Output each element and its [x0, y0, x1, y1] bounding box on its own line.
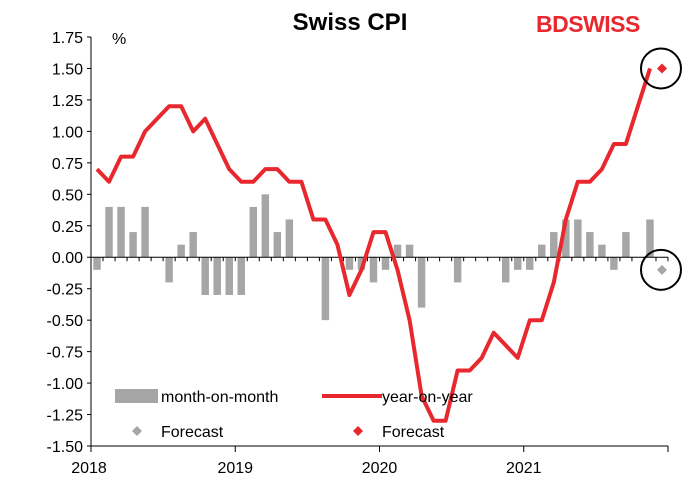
logo-text-bd: BD — [536, 10, 569, 37]
y-tick-label: -0.75 — [47, 345, 84, 362]
mom-bar — [237, 257, 245, 295]
mom-bar — [249, 206, 258, 258]
mom-bar — [117, 206, 125, 258]
logo-text-swiss: SWISS — [568, 10, 640, 37]
mom-bar — [598, 244, 606, 258]
bdswiss-logo: BD SWISS — [536, 10, 686, 38]
x-tick-label: 2019 — [217, 460, 253, 477]
mom-bar — [646, 219, 654, 258]
mom-bar — [369, 257, 378, 283]
legend-forecast-yoy-swatch — [353, 426, 363, 436]
forecast-group — [639, 47, 682, 291]
x-tick-label: 2021 — [506, 460, 542, 477]
yoy-line — [95, 67, 652, 423]
mom-bar — [225, 257, 233, 295]
y-tick-label: 0.75 — [52, 156, 83, 173]
mom-bar — [526, 257, 534, 270]
mom-bar — [165, 257, 173, 283]
mom-forecast-circle — [639, 248, 682, 291]
mom-bar — [129, 232, 137, 258]
x-tick-label: 2018 — [71, 460, 107, 477]
x-tick-label: 2020 — [362, 460, 398, 477]
yoy-line-group — [95, 67, 652, 423]
y-tick-label: 0.00 — [52, 250, 83, 267]
mom-bar — [453, 257, 462, 283]
y-tick-label: -0.25 — [47, 282, 84, 299]
legend-yoy-label: year-on-year — [382, 389, 473, 406]
legend-forecast-yoy-label: Forecast — [382, 424, 445, 441]
y-tick-label: 1.25 — [52, 93, 83, 110]
mom-bar — [285, 219, 294, 258]
legend-forecast-mom-swatch — [132, 426, 142, 436]
mom-bar — [93, 257, 101, 270]
mom-bar — [105, 206, 113, 258]
mom-bar — [610, 257, 618, 270]
mom-bar — [141, 206, 149, 258]
y-tick-label: 0.50 — [52, 187, 83, 204]
legend-mom-label: month-on-month — [161, 389, 278, 406]
mom-bar — [514, 257, 522, 270]
y-tick-label: 0.25 — [52, 219, 83, 236]
mom-bar — [550, 232, 558, 258]
axes-group: 1.75 1.50 1.25 1.00 0.75 0.50 0.25 0.00 -0.25 -0.… — [47, 30, 669, 477]
mom-bar — [574, 219, 582, 258]
mom-bar — [177, 244, 185, 258]
mom-bar — [393, 244, 402, 258]
mom-bar — [538, 244, 546, 258]
y-axis-unit-label: % — [112, 31, 126, 48]
mom-bar — [345, 257, 354, 270]
mom-bar — [622, 232, 630, 258]
chart-title: Swiss CPI — [293, 9, 408, 36]
mom-bar — [261, 194, 270, 258]
y-tick-label: -1.00 — [47, 376, 84, 393]
y-tick-label: -0.50 — [47, 313, 84, 330]
mom-bar — [562, 219, 570, 258]
mom-forecast-diamond — [656, 264, 667, 275]
mom-bar — [189, 232, 197, 258]
mom-bar — [201, 257, 209, 295]
legend-mom-swatch — [115, 389, 158, 403]
y-tick-label: 1.75 — [52, 30, 83, 47]
yoy-forecast-diamond — [656, 63, 667, 74]
mom-bar — [501, 257, 510, 283]
mom-bar — [417, 257, 426, 308]
mom-bar — [213, 257, 221, 295]
mom-bar — [273, 232, 282, 258]
y-tick-label: 1.00 — [52, 124, 83, 141]
yoy-forecast-circle — [639, 47, 682, 90]
mom-bar — [381, 257, 390, 270]
legend: month-on-month year-on-year Forecast Foreca… — [115, 389, 473, 441]
mom-bar — [586, 232, 594, 258]
mom-bar — [405, 244, 414, 258]
y-tick-label: -1.50 — [47, 439, 84, 456]
y-tick-label: 1.50 — [52, 61, 83, 78]
legend-forecast-mom-label: Forecast — [161, 424, 224, 441]
y-tick-label: -1.25 — [47, 408, 84, 425]
mom-bar — [321, 257, 330, 321]
mom-bars-group — [93, 194, 654, 321]
